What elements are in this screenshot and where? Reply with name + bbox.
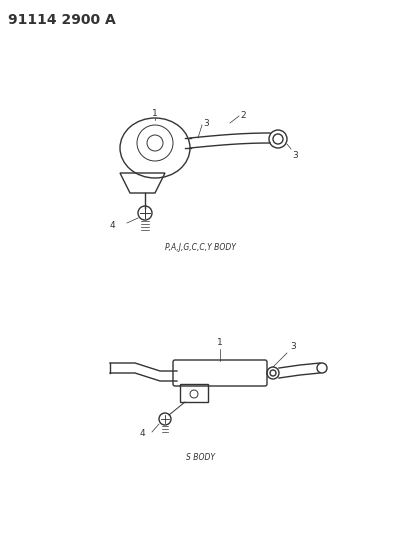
Text: 3: 3 xyxy=(290,342,296,351)
Text: 1: 1 xyxy=(217,338,223,347)
Text: 1: 1 xyxy=(152,109,158,118)
Text: 4: 4 xyxy=(140,430,145,439)
Text: 4: 4 xyxy=(109,221,115,230)
Text: S BODY: S BODY xyxy=(186,454,215,463)
Text: 2: 2 xyxy=(240,110,246,119)
Text: 91114 2900 A: 91114 2900 A xyxy=(8,13,116,27)
Text: 3: 3 xyxy=(203,118,209,127)
Text: P,A,J,G,C,C,Y BODY: P,A,J,G,C,C,Y BODY xyxy=(164,244,235,253)
Text: 3: 3 xyxy=(292,151,298,160)
